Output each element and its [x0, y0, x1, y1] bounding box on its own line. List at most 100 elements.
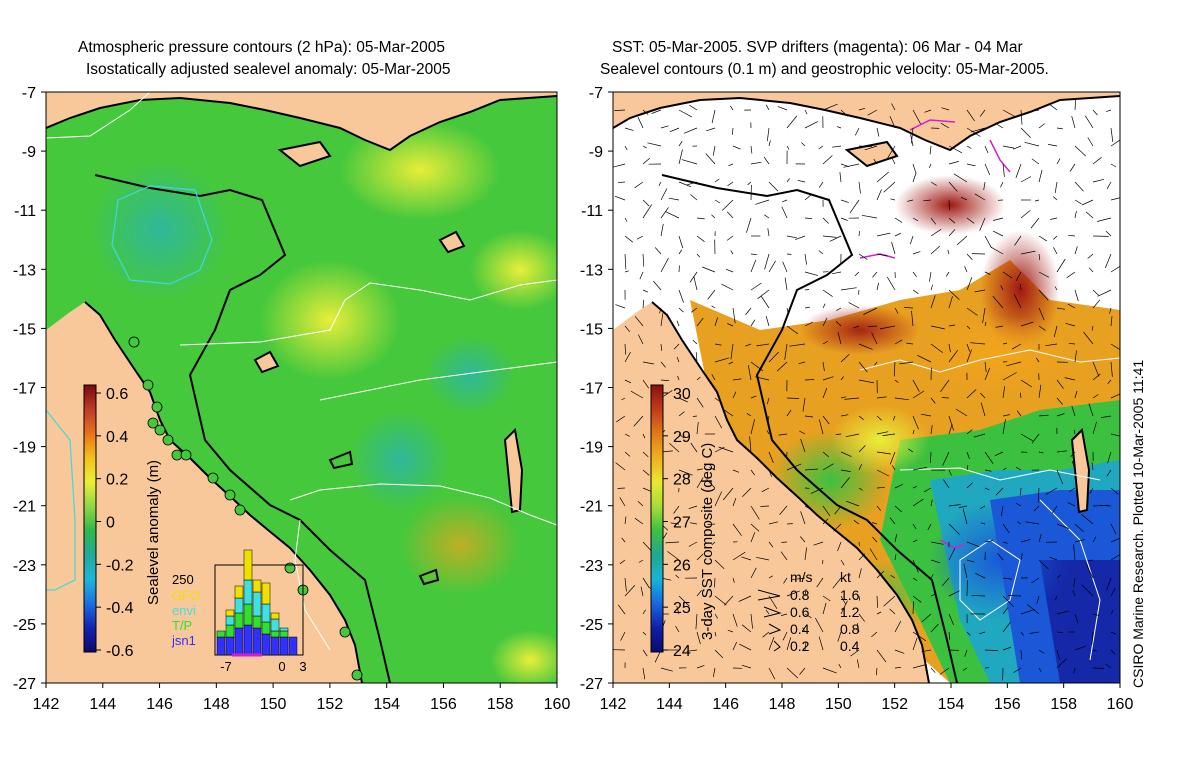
- velocity-arrow: [1049, 104, 1058, 111]
- velocity-arrow: [907, 199, 914, 202]
- velocity-arrow: [840, 559, 845, 566]
- velocity-arrow: [906, 342, 914, 345]
- velocity-arrow: [696, 235, 705, 242]
- left-map-x-tick-label: 148: [203, 696, 230, 713]
- right-sst-blue-1: [930, 500, 1070, 620]
- right-sst-orange-1: [920, 315, 1080, 395]
- velocity-arrow: [746, 217, 752, 233]
- histogram-bar-tp: [261, 621, 271, 635]
- velocity-arrow: [1038, 289, 1049, 301]
- velocity-arrow: [948, 145, 963, 154]
- velocity-arrow: [833, 523, 842, 532]
- velocity-arrow: [642, 609, 646, 615]
- velocity-arrow: [1110, 316, 1113, 327]
- velocity-arrow: [948, 343, 951, 353]
- velocity-arrow: [876, 415, 882, 421]
- velocity-arrow: [963, 563, 968, 579]
- velocity-arrow: [695, 613, 698, 630]
- velocity-arrow: [782, 261, 788, 273]
- histogram-legend-envi: envi: [172, 603, 196, 618]
- velocity-arrow: [858, 361, 868, 373]
- velocity-arrow: [624, 253, 627, 270]
- histogram-bar-jsn1: [261, 633, 271, 656]
- velocity-arrow: [822, 155, 833, 165]
- velocity-arrow: [676, 320, 680, 327]
- left-colorbar-ticks: 0.6 0.4 0.2 0 -0.2 -0.4 -0.6: [96, 386, 134, 660]
- velocity-arrow: [718, 446, 734, 453]
- velocity-arrow: [696, 477, 704, 489]
- velocity-arrow: [692, 339, 698, 345]
- velocity-arrow: [755, 376, 770, 381]
- velocity-arrow: [876, 505, 882, 511]
- velocity-arrow: [962, 667, 968, 671]
- velocity-arrow: [840, 354, 850, 363]
- velocity-arrow: [995, 325, 1004, 328]
- velocity-arrow: [840, 414, 849, 417]
- right-drifter-track-3: [859, 253, 896, 259]
- velocity-arrow: [1036, 357, 1040, 363]
- velocity-arrow: [1002, 414, 1010, 417]
- velocity-arrow: [767, 415, 770, 423]
- velocity-arrow: [984, 451, 994, 464]
- velocity-arrow: [1074, 211, 1077, 219]
- velocity-arrow: [822, 451, 830, 458]
- velocity-arrow: [1020, 487, 1022, 496]
- velocity-arrow: [993, 217, 1004, 221]
- right-colorbar: [650, 384, 664, 653]
- velocity-arrow: [930, 397, 936, 404]
- velocity-arrow: [642, 199, 650, 207]
- velocity-arrow: [837, 541, 842, 552]
- velocity-arrow: [876, 611, 882, 615]
- velocity-arrow: [741, 556, 752, 561]
- velocity-arrow: [966, 163, 976, 167]
- left-coastline-queensland: [84, 301, 363, 683]
- velocity-arrow: [1054, 595, 1058, 601]
- right-sealevel-contour-1: [859, 349, 1120, 373]
- velocity-arrow: [711, 541, 716, 546]
- velocity-arrow: [1056, 450, 1068, 453]
- velocity-arrow: [948, 415, 954, 431]
- right-sealevel-contour-4: [1039, 499, 1101, 661]
- velocity-key-ms-value: 0.4: [790, 621, 810, 637]
- velocity-arrow: [1092, 157, 1102, 165]
- velocity-arrow: [966, 482, 973, 489]
- velocity-arrow: [615, 462, 626, 471]
- velocity-arrow: [912, 539, 918, 543]
- velocity-arrow: [840, 469, 851, 472]
- velocity-arrow: [1071, 405, 1076, 417]
- velocity-arrow: [863, 307, 878, 315]
- velocity-arrow: [1092, 394, 1099, 399]
- velocity-arrow: [853, 325, 860, 329]
- velocity-arrow: [750, 161, 762, 165]
- velocity-arrow: [1104, 253, 1112, 269]
- velocity-arrow: [678, 433, 685, 439]
- velocity-arrow: [1073, 429, 1076, 435]
- velocity-arrow: [1016, 410, 1022, 417]
- velocity-arrow: [930, 217, 937, 225]
- velocity-arrow: [984, 469, 992, 472]
- velocity-arrow: [856, 623, 860, 633]
- velocity-arrow: [750, 613, 753, 629]
- velocity-arrow: [1038, 451, 1044, 454]
- velocity-arrow: [642, 253, 645, 267]
- velocity-arrow: [624, 516, 627, 525]
- velocity-arrow: [732, 497, 737, 507]
- velocity-arrow: [876, 570, 885, 579]
- velocity-arrow: [804, 121, 818, 129]
- velocity-arrow: [1087, 253, 1094, 259]
- velocity-arrow: [692, 415, 698, 417]
- velocity-arrow: [732, 523, 742, 536]
- left-map-y-tick-label: -21: [13, 499, 36, 516]
- velocity-arrow: [1002, 621, 1011, 633]
- velocity-key-header-ms: m/s: [790, 569, 813, 585]
- velocity-arrow: [750, 469, 755, 476]
- right-colorbar-label: 3-day SST composite (deg C): [699, 443, 716, 640]
- velocity-arrow: [943, 479, 950, 489]
- velocity-arrow: [1056, 413, 1065, 417]
- velocity-arrow: [899, 361, 914, 365]
- velocity-arrow: [1091, 325, 1094, 331]
- velocity-arrow: [642, 379, 650, 389]
- left-map-title-line1: Atmospheric pressure contours (2 hPa): 0…: [78, 39, 445, 56]
